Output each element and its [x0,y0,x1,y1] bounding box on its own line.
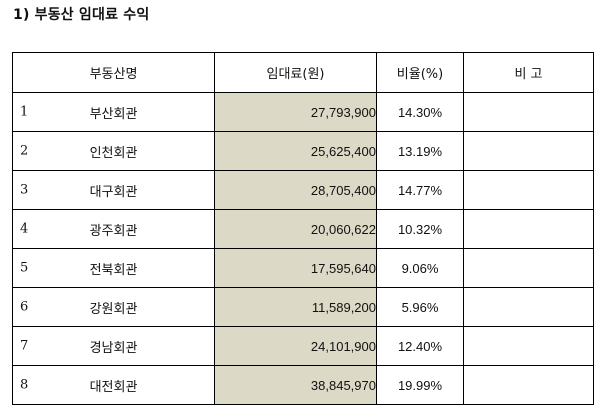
rental-income-table: 부동산명 임대료(원) 비율(%) 비 고 1 부산회관 27,793,900 14.… [12,52,594,405]
note-cell [463,287,594,327]
table-row: 2 인천회관 25,625,400 13.19% [12,131,594,171]
table-row: 6 강원회관 11,589,200 5.96% [12,287,594,327]
header-rent: 임대료(원) [214,52,377,93]
note-cell [463,170,594,210]
property-name: 광주회관 [89,223,138,239]
note-cell [463,365,594,405]
rent-amount: 28,705,400 [214,170,377,210]
table-row: 8 대전회관 38,845,970 19.99% [12,365,594,405]
property-name: 경남회관 [89,340,138,356]
property-cell: 6 강원회관 [12,287,215,327]
row-number: 5 [20,260,29,276]
note-cell [463,248,594,288]
row-number: 4 [20,221,29,237]
rent-amount: 27,793,900 [214,92,377,132]
property-cell: 2 인천회관 [12,131,215,171]
note-cell [463,92,594,132]
property-cell: 7 경남회관 [12,326,215,366]
table-row: 4 광주회관 20,060,622 10.32% [12,209,594,249]
note-cell [463,326,594,366]
rent-amount: 38,845,970 [214,365,377,405]
property-name: 대전회관 [89,379,138,395]
row-number: 6 [20,299,29,315]
rent-ratio: 13.19% [376,131,464,171]
table-header-row: 부동산명 임대료(원) 비율(%) 비 고 [12,52,594,93]
header-note: 비 고 [463,52,594,93]
table-row: 1 부산회관 27,793,900 14.30% [12,92,594,132]
property-cell: 1 부산회관 [12,92,215,132]
header-ratio: 비율(%) [376,52,464,93]
row-number: 7 [20,338,29,354]
rent-ratio: 9.06% [376,248,464,288]
note-cell [463,131,594,171]
property-cell: 3 대구회관 [12,170,215,210]
rent-ratio: 19.99% [376,365,464,405]
table-row: 5 전북회관 17,595,640 9.06% [12,248,594,288]
note-cell [463,209,594,249]
row-number: 3 [20,182,29,198]
section-title: 1) 부동산 임대료 수익 [13,7,150,23]
row-number: 8 [20,377,29,393]
property-name: 부산회관 [89,106,138,122]
table-body: 1 부산회관 27,793,900 14.30% 2 인천회관 25,625,400 13.1… [12,92,594,405]
rent-amount: 20,060,622 [214,209,377,249]
row-number: 1 [20,104,29,120]
table-row: 3 대구회관 28,705,400 14.77% [12,170,594,210]
rent-amount: 24,101,900 [214,326,377,366]
rent-ratio: 5.96% [376,287,464,327]
rent-amount: 17,595,640 [214,248,377,288]
property-cell: 5 전북회관 [12,248,215,288]
property-name: 인천회관 [89,145,138,161]
row-number: 2 [20,143,29,159]
header-property-name: 부동산명 [12,52,215,93]
rent-ratio: 12.40% [376,326,464,366]
table-row: 7 경남회관 24,101,900 12.40% [12,326,594,366]
property-cell: 4 광주회관 [12,209,215,249]
rent-ratio: 14.77% [376,170,464,210]
rent-amount: 25,625,400 [214,131,377,171]
property-name: 강원회관 [89,301,138,317]
property-name: 전북회관 [89,262,138,278]
rent-ratio: 14.30% [376,92,464,132]
property-name: 대구회관 [89,184,138,200]
property-cell: 8 대전회관 [12,365,215,405]
rent-ratio: 10.32% [376,209,464,249]
rent-amount: 11,589,200 [214,287,377,327]
